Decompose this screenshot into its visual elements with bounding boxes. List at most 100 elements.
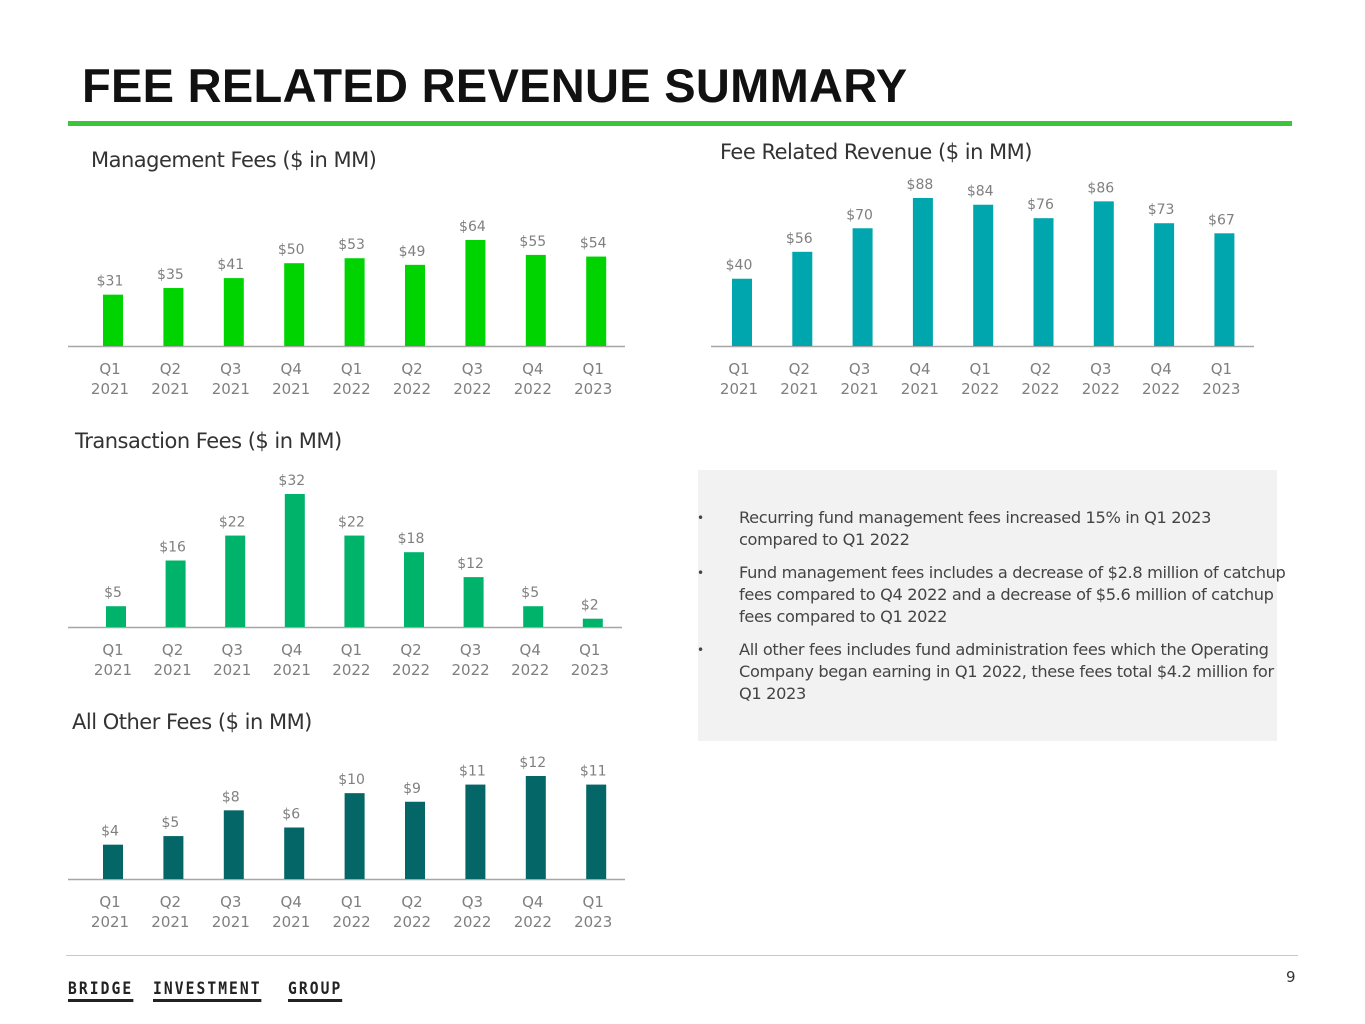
x-tick-year: 2023 <box>1202 380 1240 398</box>
bar-q2-2021 <box>163 836 184 879</box>
data-label: $50 <box>278 242 305 258</box>
data-label: $88 <box>907 177 934 193</box>
x-tick-quarter: Q2 <box>160 893 181 911</box>
x-tick-year: 2022 <box>393 380 431 398</box>
x-tick-year: 2021 <box>213 661 251 679</box>
company-logo: BRIDGE INVESTMENT GROUP <box>68 980 351 1002</box>
title-underline <box>68 121 1292 126</box>
bar-q4-2021 <box>284 827 305 879</box>
bar-q1-2023 <box>586 256 607 346</box>
x-tick-quarter: Q1 <box>583 893 604 911</box>
x-tick-year: 2022 <box>453 380 491 398</box>
data-label: $53 <box>338 237 365 253</box>
x-tick-quarter: Q2 <box>1030 360 1051 378</box>
x-tick-quarter: Q4 <box>522 893 543 911</box>
fee-related-revenue-chart-title: Fee Related Revenue ($ in MM) <box>720 140 1032 164</box>
data-label: $86 <box>1087 180 1114 196</box>
x-tick-year: 2022 <box>514 913 552 931</box>
x-tick-year: 2022 <box>332 661 370 679</box>
x-tick-year: 2021 <box>720 380 758 398</box>
data-label: $11 <box>459 764 486 780</box>
data-label: $31 <box>97 274 124 290</box>
data-label: $18 <box>398 531 425 547</box>
data-label: $12 <box>519 755 546 771</box>
all-other-fees-chart-title: All Other Fees ($ in MM) <box>72 710 312 734</box>
x-tick-year: 2023 <box>574 380 612 398</box>
bar-q1-2023 <box>582 618 603 627</box>
bar-q1-2021 <box>103 844 123 879</box>
commentary-bullets: • Recurring fund management fees increase… <box>697 507 1287 716</box>
data-label: $8 <box>222 789 240 805</box>
x-tick-year: 2022 <box>1082 380 1120 398</box>
x-tick-quarter: Q3 <box>849 360 870 378</box>
bar-q3-2022 <box>465 240 486 346</box>
x-tick-year: 2021 <box>273 661 311 679</box>
x-tick-year: 2023 <box>571 661 609 679</box>
bar-q1-2021 <box>732 278 752 346</box>
page-title: FEE RELATED REVENUE SUMMARY <box>82 59 908 112</box>
x-tick-quarter: Q4 <box>1150 360 1171 378</box>
bullet-icon: • <box>697 566 704 580</box>
data-label: $22 <box>338 515 365 531</box>
data-label: $12 <box>457 556 484 572</box>
x-tick-quarter: Q2 <box>162 641 183 659</box>
data-label: $49 <box>399 244 426 260</box>
bullet-text: Recurring fund management fees increased… <box>739 508 1212 549</box>
x-tick-quarter: Q4 <box>522 360 543 378</box>
bar-q2-2021 <box>792 251 813 346</box>
bullet-item: • All other fees includes fund administra… <box>697 639 1287 705</box>
x-tick-quarter: Q2 <box>400 641 421 659</box>
x-tick-year: 2022 <box>333 913 371 931</box>
bar-q1-2023 <box>1214 233 1235 346</box>
data-label: $22 <box>219 515 246 531</box>
x-tick-quarter: Q2 <box>160 360 181 378</box>
data-label: $4 <box>101 824 119 840</box>
x-tick-year: 2021 <box>151 380 189 398</box>
data-label: $41 <box>217 257 244 273</box>
bar-q3-2021 <box>852 228 873 346</box>
x-tick-quarter: Q2 <box>401 893 422 911</box>
data-label: $32 <box>278 473 305 489</box>
data-label: $5 <box>521 585 539 601</box>
data-label: $16 <box>159 540 186 556</box>
data-label: $76 <box>1027 197 1054 213</box>
footer-divider <box>66 955 1298 956</box>
x-tick-year: 2021 <box>151 913 189 931</box>
logo-word: INVESTMENT <box>152 980 262 1002</box>
bullet-text: Fund management fees includes a decrease… <box>739 563 1286 626</box>
x-tick-quarter: Q1 <box>728 360 749 378</box>
x-tick-quarter: Q1 <box>970 360 991 378</box>
x-tick-year: 2021 <box>841 380 879 398</box>
logo-word: GROUP <box>288 980 343 1002</box>
bar-q4-2022 <box>525 776 546 879</box>
bullet-icon: • <box>697 511 704 525</box>
bar-q3-2021 <box>223 278 244 346</box>
x-tick-quarter: Q1 <box>583 360 604 378</box>
bullet-icon: • <box>697 643 704 657</box>
bar-q1-2021 <box>103 294 123 346</box>
bullet-item: • Fund management fees includes a decreas… <box>697 562 1287 628</box>
x-tick-quarter: Q4 <box>281 360 302 378</box>
bullet-item: • Recurring fund management fees increase… <box>697 507 1287 551</box>
x-tick-year: 2021 <box>91 913 129 931</box>
bar-q1-2023 <box>586 784 607 879</box>
data-label: $2 <box>581 598 599 614</box>
x-tick-year: 2021 <box>91 380 129 398</box>
management-fees-chart-title: Management Fees ($ in MM) <box>91 148 377 172</box>
x-tick-quarter: Q1 <box>99 893 120 911</box>
x-tick-year: 2021 <box>212 380 250 398</box>
x-tick-quarter: Q3 <box>1090 360 1111 378</box>
x-tick-quarter: Q1 <box>1211 360 1232 378</box>
x-tick-quarter: Q1 <box>341 360 362 378</box>
x-tick-quarter: Q1 <box>579 641 600 659</box>
x-tick-quarter: Q1 <box>341 641 362 659</box>
x-tick-quarter: Q3 <box>462 893 483 911</box>
x-tick-quarter: Q1 <box>341 893 362 911</box>
x-tick-year: 2023 <box>574 913 612 931</box>
data-label: $64 <box>459 219 486 235</box>
x-tick-year: 2022 <box>1021 380 1059 398</box>
x-tick-year: 2021 <box>272 913 310 931</box>
bar-q4-2021 <box>284 263 305 346</box>
